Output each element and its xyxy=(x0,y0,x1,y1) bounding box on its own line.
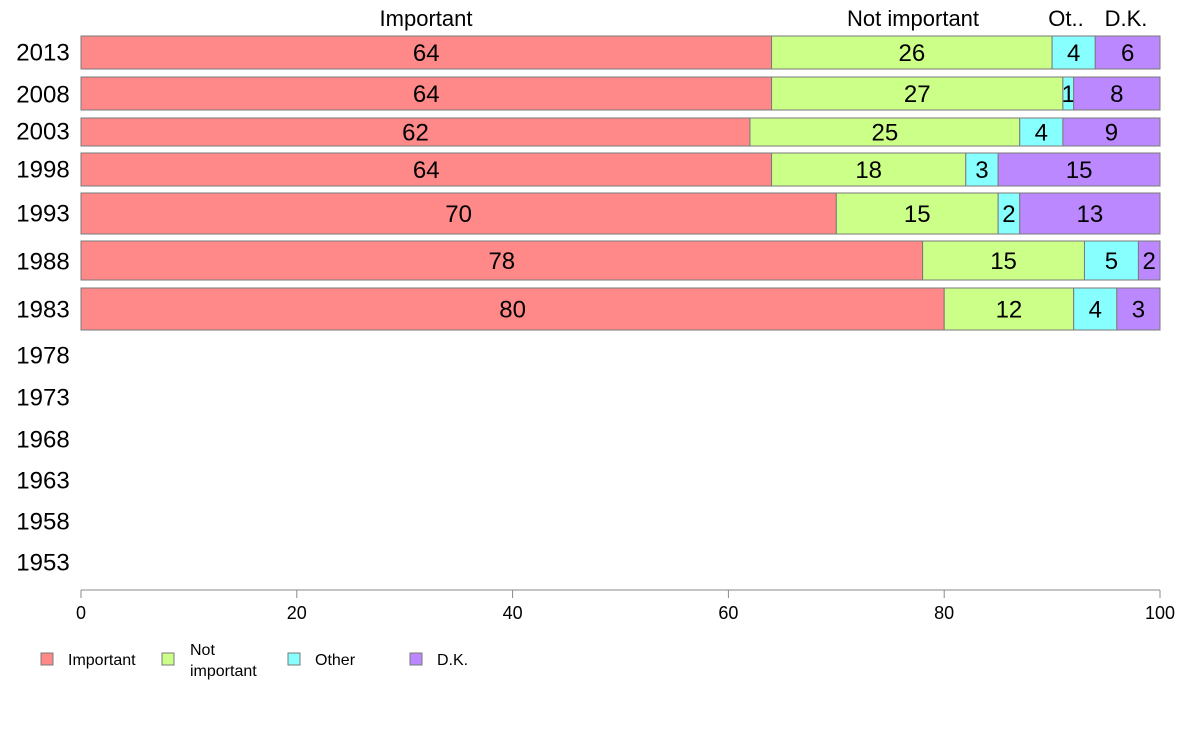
bar-2008-important xyxy=(80,76,773,111)
bar-label-2008-important: 64 xyxy=(413,81,440,108)
legend: Important Not important Other D.K. xyxy=(40,642,468,680)
bar-2003-not-important xyxy=(749,117,1021,147)
bar-label-1993-important: 70 xyxy=(445,201,472,228)
bar-1998-not-important xyxy=(771,152,967,187)
bar-2013-d-k- xyxy=(1094,35,1161,70)
bar-label-2003-d-k-: 9 xyxy=(1105,120,1118,147)
bar-label-1988-other: 5 xyxy=(1105,248,1118,275)
x-tick-label-0: 0 xyxy=(76,603,86,623)
legend-label-0: Important xyxy=(68,652,136,669)
bar-1998-other xyxy=(965,152,999,187)
legend-label-1-line-0: Not xyxy=(190,642,215,659)
bar-label-1988-not-important: 15 xyxy=(990,248,1017,275)
column-header-1: Not important xyxy=(847,6,979,31)
bar-2013-not-important xyxy=(771,35,1053,70)
bar-label-1983-important: 80 xyxy=(499,297,526,324)
bar-1993-d-k- xyxy=(1019,192,1161,235)
bar-label-1988-d-k-: 2 xyxy=(1143,248,1156,275)
year-label-1953: 1953 xyxy=(16,550,69,577)
year-labels: 2013 2008 2003 1998 1993 1988 1983 1978 1973 1968… xyxy=(16,40,69,577)
bar-2008-d-k- xyxy=(1073,76,1161,111)
bar-1983-important xyxy=(80,287,945,331)
year-label-1983: 1983 xyxy=(16,297,69,324)
bar-1988-important xyxy=(80,240,924,281)
bar-2003-d-k- xyxy=(1062,117,1161,147)
year-label-1998: 1998 xyxy=(16,157,69,184)
year-label-1968: 1968 xyxy=(16,427,69,454)
year-label-1963: 1963 xyxy=(16,468,69,495)
year-label-1993: 1993 xyxy=(16,201,69,228)
x-tick-label-60: 60 xyxy=(718,603,738,623)
legend-swatch-1 xyxy=(161,652,175,666)
bar-1998-d-k- xyxy=(997,152,1161,187)
bar-2003-other xyxy=(1019,117,1064,147)
bar-label-2008-d-k-: 8 xyxy=(1110,81,1123,108)
column-header-0: Important xyxy=(380,6,473,31)
legend-swatch-2 xyxy=(287,652,301,666)
bar-2013-other xyxy=(1051,35,1096,70)
bar-label-1988-important: 78 xyxy=(488,248,515,275)
bar-1983-not-important xyxy=(943,287,1075,331)
legend-swatch-3 xyxy=(409,652,423,666)
bar-label-1983-d-k-: 3 xyxy=(1132,297,1145,324)
year-label-1958: 1958 xyxy=(16,509,69,536)
column-headers: Important Not important Ot.. D.K. xyxy=(380,6,1148,31)
x-tick-label-40: 40 xyxy=(503,603,523,623)
bar-label-2013-other: 4 xyxy=(1067,40,1080,67)
legend-swatch-0 xyxy=(40,652,54,666)
x-tick-label-100: 100 xyxy=(1145,603,1175,623)
bar-label-2003-not-important: 25 xyxy=(872,120,899,147)
bar-2013-important xyxy=(80,35,773,70)
year-label-2003: 2003 xyxy=(16,119,69,146)
bar-label-1998-not-important: 18 xyxy=(855,157,882,184)
bar-label-1998-d-k-: 15 xyxy=(1066,157,1093,184)
bar-label-2013-d-k-: 6 xyxy=(1121,40,1134,67)
x-tick-label-80: 80 xyxy=(934,603,954,623)
bar-label-1998-other: 3 xyxy=(975,157,988,184)
bar-1988-not-important xyxy=(922,240,1085,281)
legend-label-1-line-1: important xyxy=(190,663,257,680)
bar-label-2003-other: 4 xyxy=(1035,120,1048,147)
bar-label-2008-not-important: 27 xyxy=(904,81,931,108)
bar-2003-important xyxy=(80,117,751,147)
bar-label-2013-not-important: 26 xyxy=(898,40,925,67)
column-header-3: D.K. xyxy=(1105,6,1148,31)
bar-1988-d-k- xyxy=(1137,240,1161,281)
year-label-2013: 2013 xyxy=(16,40,69,67)
bar-1998-important xyxy=(80,152,773,187)
bar-label-2008-other: 1 xyxy=(1062,81,1075,108)
bar-label-1983-not-important: 12 xyxy=(996,297,1023,324)
bar-label-2013-important: 64 xyxy=(413,40,440,67)
bar-label-2003-important: 62 xyxy=(402,120,429,147)
x-tick-label-20: 20 xyxy=(287,603,307,623)
bar-1983-d-k- xyxy=(1116,287,1161,331)
x-axis: 0 20 40 60 80 100 xyxy=(76,589,1175,623)
bar-label-1993-not-important: 15 xyxy=(904,201,931,228)
legend-label-2: Other xyxy=(315,652,356,669)
year-label-2008: 2008 xyxy=(16,82,69,109)
bar-label-1998-important: 64 xyxy=(413,157,440,184)
column-header-2: Ot.. xyxy=(1048,6,1083,31)
bar-label-1983-other: 4 xyxy=(1089,297,1102,324)
bar-label-1993-d-k-: 13 xyxy=(1077,201,1104,228)
bar-2008-not-important xyxy=(771,76,1064,111)
year-label-1988: 1988 xyxy=(16,249,69,276)
year-label-1973: 1973 xyxy=(16,385,69,412)
legend-label-3: D.K. xyxy=(437,652,468,669)
bar-label-1993-other: 2 xyxy=(1002,201,1015,228)
year-label-1978: 1978 xyxy=(16,343,69,370)
